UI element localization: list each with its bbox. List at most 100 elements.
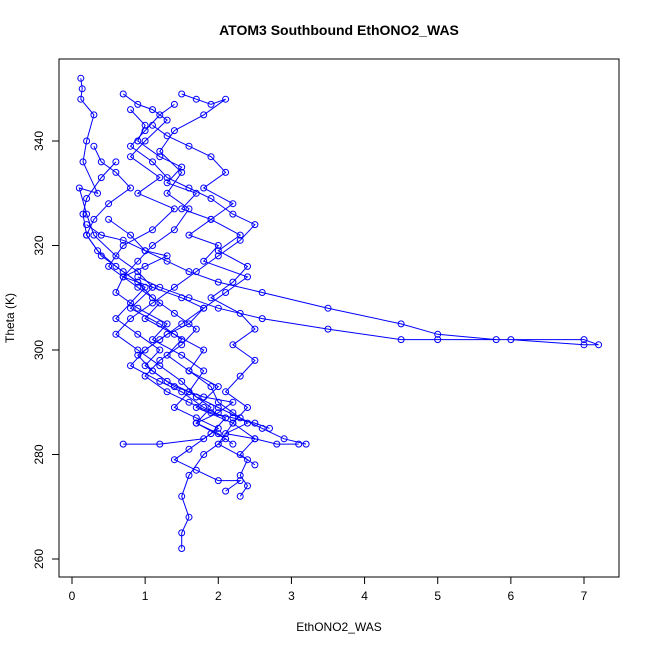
data-point xyxy=(112,262,120,270)
data-point xyxy=(236,414,244,422)
data-point xyxy=(258,424,266,432)
data-point xyxy=(94,189,102,197)
data-point xyxy=(214,477,222,485)
data-point xyxy=(149,242,156,249)
data-point xyxy=(149,299,156,307)
data-point xyxy=(127,231,134,239)
data-point xyxy=(251,461,259,469)
data-point xyxy=(251,325,259,333)
data-point xyxy=(141,362,149,370)
data-point xyxy=(90,231,98,239)
data-point xyxy=(163,189,171,197)
x-tick-label: 3 xyxy=(288,589,295,603)
data-point xyxy=(185,513,193,521)
data-point xyxy=(236,372,244,380)
series-line xyxy=(130,109,249,445)
data-point xyxy=(214,252,222,260)
data-point xyxy=(163,330,171,338)
data-point xyxy=(83,210,91,218)
data-point xyxy=(258,315,266,323)
data-point xyxy=(229,200,237,208)
data-point xyxy=(229,440,237,448)
data-point xyxy=(222,430,230,438)
data-point xyxy=(214,383,222,391)
data-point xyxy=(251,435,259,443)
data-point xyxy=(192,466,200,474)
data-point xyxy=(156,153,164,161)
data-point xyxy=(90,215,98,223)
data-point xyxy=(149,336,156,344)
data-point xyxy=(295,440,303,448)
data-point xyxy=(149,367,156,375)
data-point xyxy=(170,100,178,108)
data-point xyxy=(119,268,127,276)
data-point xyxy=(127,315,134,323)
series-profile-10 xyxy=(112,100,310,448)
y-tick-label: 300 xyxy=(32,340,46,360)
data-point xyxy=(434,330,442,338)
data-point xyxy=(222,168,230,176)
data-point xyxy=(200,367,208,375)
data-point xyxy=(170,226,178,234)
data-point xyxy=(251,221,259,229)
data-point xyxy=(83,231,91,239)
data-point xyxy=(222,435,230,443)
data-point xyxy=(156,440,164,448)
data-point xyxy=(178,205,186,213)
data-point xyxy=(134,283,142,291)
data-point xyxy=(222,414,230,422)
data-point xyxy=(163,116,171,124)
data-point xyxy=(156,147,164,155)
data-point xyxy=(163,377,171,385)
data-point xyxy=(79,158,87,166)
data-point xyxy=(324,325,332,333)
data-point xyxy=(185,471,193,479)
data-point xyxy=(156,299,164,307)
series-line xyxy=(82,161,220,445)
data-point xyxy=(134,330,142,338)
data-point xyxy=(580,341,588,349)
data-point xyxy=(229,278,237,286)
data-point xyxy=(185,320,193,328)
data-point xyxy=(170,404,178,411)
data-point xyxy=(244,404,251,411)
data-point xyxy=(149,283,156,291)
data-point xyxy=(170,205,178,213)
data-point xyxy=(200,304,208,312)
data-point xyxy=(185,142,193,150)
x-tick-label: 6 xyxy=(508,589,515,603)
data-point xyxy=(229,419,237,427)
data-point xyxy=(207,100,215,108)
data-point xyxy=(236,236,244,244)
data-point xyxy=(236,492,244,500)
data-point xyxy=(149,226,156,234)
data-point xyxy=(214,242,222,249)
data-point xyxy=(178,377,186,385)
data-point xyxy=(127,304,134,312)
data-point xyxy=(207,294,215,302)
data-point xyxy=(185,367,193,375)
data-point xyxy=(97,231,105,239)
data-point xyxy=(79,210,87,218)
data-point xyxy=(258,289,266,296)
data-point xyxy=(214,424,222,432)
data-point xyxy=(229,398,237,406)
data-point xyxy=(112,252,120,260)
data-point xyxy=(97,174,105,182)
data-point xyxy=(149,106,156,114)
data-point xyxy=(200,404,208,411)
data-point xyxy=(200,435,208,443)
data-point xyxy=(200,257,208,265)
series-line xyxy=(115,103,307,445)
data-point xyxy=(244,456,251,464)
series-profile-7 xyxy=(127,106,251,448)
data-point xyxy=(192,414,200,422)
data-point xyxy=(192,325,200,333)
data-point xyxy=(236,451,244,458)
data-point xyxy=(580,336,588,344)
data-point xyxy=(397,320,405,328)
data-point xyxy=(134,346,142,354)
series-line xyxy=(86,145,270,429)
data-point xyxy=(170,309,178,317)
y-tick-label: 320 xyxy=(32,235,46,255)
